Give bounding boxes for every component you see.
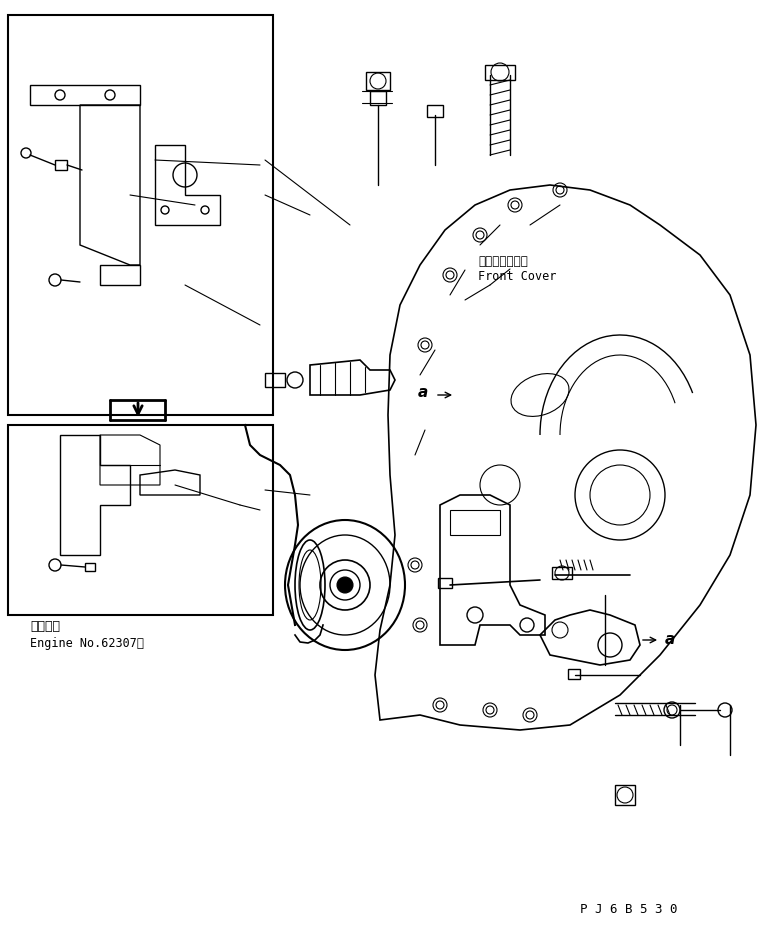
Text: Front Cover: Front Cover: [478, 270, 556, 283]
Bar: [568, 669, 580, 679]
Bar: [450, 510, 500, 535]
Text: P J 6 B 5 3 0: P J 6 B 5 3 0: [580, 903, 677, 916]
Bar: [370, 91, 386, 105]
Text: a: a: [665, 632, 676, 647]
Bar: [427, 105, 443, 117]
Text: a: a: [418, 385, 428, 400]
Text: Engine No.62307～: Engine No.62307～: [30, 637, 144, 650]
Bar: [85, 563, 95, 571]
Bar: [8, 15, 273, 415]
Bar: [55, 160, 67, 170]
Text: フロントカバー: フロントカバー: [478, 255, 528, 268]
Bar: [552, 567, 572, 579]
Bar: [485, 65, 515, 80]
Circle shape: [337, 577, 353, 593]
Bar: [615, 785, 635, 805]
Bar: [438, 578, 452, 588]
Bar: [265, 373, 285, 387]
Bar: [366, 72, 390, 90]
Bar: [8, 425, 273, 615]
Text: 適用号機: 適用号機: [30, 620, 60, 633]
